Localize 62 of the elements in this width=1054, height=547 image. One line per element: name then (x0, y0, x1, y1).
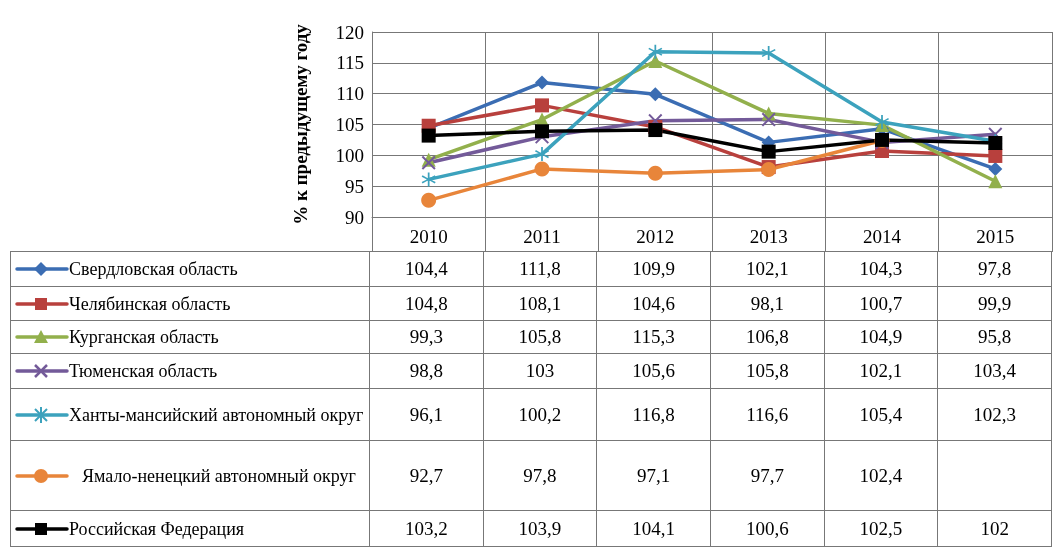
data-label: 104,1 (596, 510, 711, 547)
x-tick-label: 2015 (976, 226, 1015, 247)
y-tick-label: 95 (345, 175, 364, 197)
data-label: 102,5 (824, 510, 938, 547)
data-label: 102,1 (710, 251, 825, 287)
x-tick-label: 2013 (749, 226, 788, 247)
data-label: 102,3 (937, 388, 1052, 441)
data-label: 105,6 (596, 353, 711, 389)
legend-label: Ямало-ненецкий автономный округ (81, 464, 357, 487)
data-label: 100,7 (824, 286, 938, 321)
data-label: 108,1 (483, 286, 597, 321)
x-tick-label: 2012 (636, 226, 675, 247)
legend-label: Тюменская область (69, 360, 219, 382)
legend-label: Челябинская область (69, 292, 232, 315)
data-label: 95,8 (937, 320, 1052, 354)
data-label: 99,9 (937, 286, 1052, 321)
legend-label: Российская Федерация (69, 517, 246, 540)
y-axis-title: % к предыдущему году (290, 23, 311, 225)
data-label: 104,6 (596, 286, 711, 321)
x-tick-label: 2011 (523, 226, 561, 247)
data-label: 98,1 (710, 286, 825, 321)
data-label: 100,6 (710, 510, 825, 547)
data-label: 104,9 (824, 320, 938, 354)
data-label: 103 (483, 353, 597, 389)
data-label: 99,3 (369, 320, 484, 354)
data-label: 98,8 (369, 353, 484, 389)
data-label: 104,8 (369, 286, 484, 321)
data-label: 115,3 (596, 320, 711, 354)
y-tick-label: 100 (335, 144, 364, 166)
y-tick-label: 110 (336, 83, 364, 105)
data-label: 105,8 (483, 320, 597, 354)
x-tick-label: 2010 (409, 226, 448, 247)
y-tick-label: 90 (345, 206, 364, 228)
data-label: 105,8 (710, 353, 825, 389)
data-label: 102,4 (824, 440, 938, 511)
data-label: 92,7 (369, 440, 484, 511)
data-label: 104,3 (824, 251, 938, 287)
data-label: 106,8 (710, 320, 825, 354)
data-label: 111,8 (483, 251, 597, 287)
data-label: 103,4 (937, 353, 1052, 389)
data-label: 103,2 (369, 510, 484, 547)
y-tick-label: 115 (336, 52, 364, 74)
data-label: 96,1 (369, 388, 484, 441)
data-label: 103,9 (483, 510, 597, 547)
y-tick-label: 120 (335, 21, 364, 43)
data-label: 116,8 (596, 388, 711, 441)
legend-label: Курганская область (69, 326, 220, 348)
data-label: 104,4 (369, 251, 484, 287)
data-label: 100,2 (483, 388, 597, 441)
data-label: 102 (937, 510, 1052, 547)
legend-label: Свердловская область (69, 258, 239, 280)
y-tick-label: 105 (335, 114, 364, 135)
data-label: 97,7 (710, 440, 825, 511)
x-tick-label: 2014 (863, 226, 902, 247)
legend-label: Ханты-мансийский автономный округ (69, 403, 365, 426)
data-label: 105,4 (824, 388, 938, 441)
data-label: 116,6 (710, 388, 825, 441)
data-label: 109,9 (596, 251, 711, 287)
data-label: 97,8 (483, 440, 597, 511)
data-label: 97,1 (596, 440, 711, 511)
data-label: 102,1 (824, 353, 938, 389)
data-label: 97,8 (937, 251, 1052, 287)
